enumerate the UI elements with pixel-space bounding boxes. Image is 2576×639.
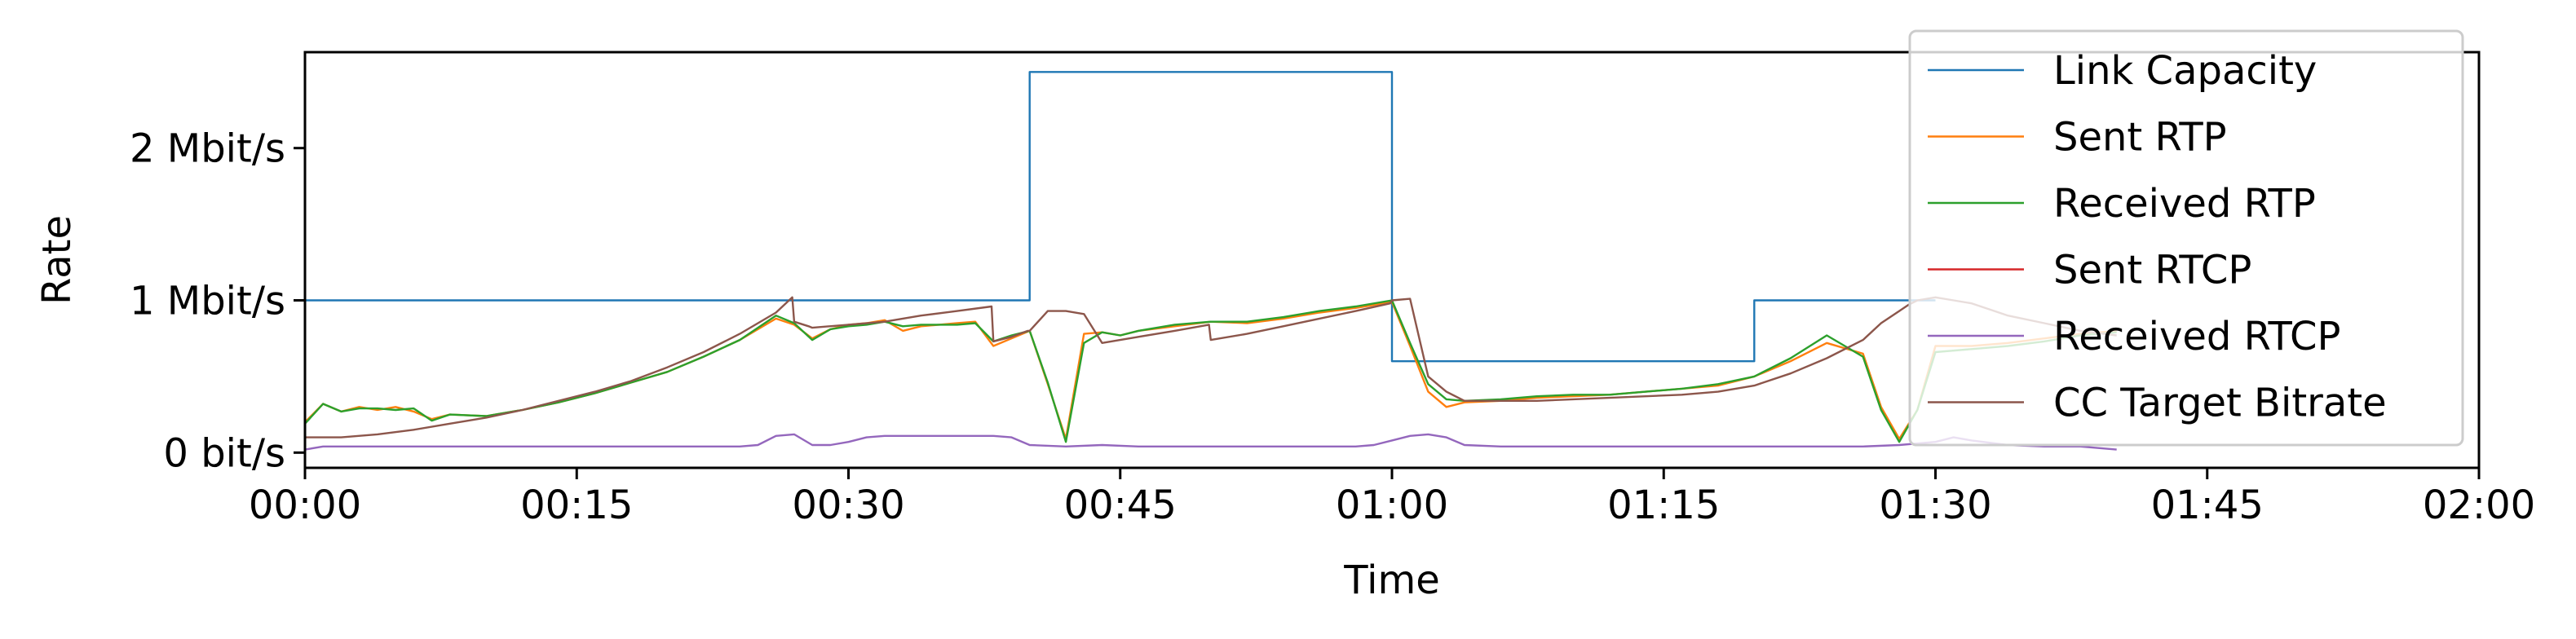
x-axis-label: Time (1343, 557, 1439, 603)
legend-label: CC Target Bitrate (2053, 381, 2387, 426)
series-line-0 (305, 71, 1936, 363)
x-tick-label: 00:45 (1064, 483, 1177, 528)
legend-label: Sent RTCP (2053, 248, 2251, 293)
y-axis-label: Rate (34, 215, 80, 305)
series-line-5 (305, 296, 2117, 438)
x-tick-label: 01:15 (1607, 483, 1720, 528)
x-tick-label: 00:00 (249, 483, 361, 528)
x-axis: 00:00 00:15 00:30 00:45 01:00 01:15 01:30 01:45… (249, 468, 2535, 528)
y-tick-label: 1 Mbit/s (130, 279, 285, 324)
legend-label: Received RTP (2053, 181, 2316, 227)
series-line-2 (305, 299, 2117, 443)
y-tick-label: 2 Mbit/s (130, 126, 285, 172)
legend-label: Received RTCP (2053, 314, 2340, 359)
plot-area (305, 71, 2117, 451)
x-tick-label: 01:30 (1879, 483, 1991, 528)
legend-box (1908, 29, 2464, 447)
legend-label: Link Capacity (2053, 48, 2317, 94)
x-tick-label: 01:00 (1336, 483, 1448, 528)
y-axis: 0 bit/s 1 Mbit/s 2 Mbit/s (130, 126, 305, 476)
x-tick-label: 00:15 (520, 483, 633, 528)
legend-label: Sent RTP (2053, 115, 2227, 161)
x-tick-label: 00:30 (792, 483, 904, 528)
x-tick-label: 02:00 (2423, 483, 2535, 528)
x-tick-label: 01:45 (2151, 483, 2264, 528)
series-line-4 (305, 433, 2117, 451)
legend: Link Capacity Sent RTP Received RTP Sent RT… (1908, 29, 2464, 447)
y-tick-label: 0 bit/s (163, 430, 285, 476)
